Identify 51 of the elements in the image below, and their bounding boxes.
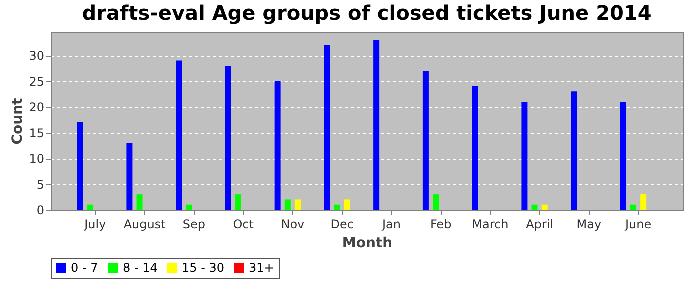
y-tick-label: 20 [29, 100, 44, 115]
bar [186, 204, 192, 210]
y-tick-label: 5 [36, 178, 44, 192]
bar [236, 194, 242, 210]
x-tick-label: May [576, 218, 602, 232]
bar [225, 66, 232, 210]
x-tick-label: Nov [281, 218, 305, 232]
y-tick-label: 10 [29, 152, 44, 166]
bar [532, 204, 538, 210]
x-tick-label: March [472, 218, 509, 232]
legend-label: 8 - 14 [123, 261, 158, 275]
x-tick-label: April [526, 218, 554, 232]
bar [522, 102, 528, 210]
x-tick-label: July [84, 218, 106, 232]
legend-label: 15 - 30 [182, 261, 224, 275]
y-tick-label: 15 [29, 126, 44, 140]
bar [542, 204, 548, 210]
bar [334, 204, 340, 210]
x-tick-label: Sep [182, 218, 206, 232]
bar [324, 45, 330, 210]
y-tick-label: 30 [29, 49, 44, 64]
chart-title: drafts-eval Age groups of closed tickets June 2014 [82, 1, 652, 25]
y-tick-label: 0 [36, 204, 44, 218]
bar [472, 86, 478, 210]
bar [640, 194, 647, 210]
x-tick-label: August [124, 218, 166, 232]
bar [433, 194, 440, 210]
y-tick-label: 25 [29, 74, 44, 89]
bar [136, 194, 143, 210]
x-tick-label: Jan [381, 218, 401, 232]
bar [620, 102, 626, 210]
bar [294, 200, 301, 210]
bar [87, 204, 94, 210]
bar [374, 40, 380, 210]
legend-label: 31+ [249, 261, 274, 275]
y-axis-title: Count [10, 98, 26, 145]
x-tick-label: Dec [330, 218, 354, 232]
bar [274, 81, 281, 210]
bar [77, 122, 84, 210]
bar [422, 71, 429, 210]
legend-label: 0 - 7 [71, 261, 98, 275]
x-tick-label: June [624, 218, 652, 232]
x-tick-label: Feb [430, 218, 452, 232]
x-axis-title: Month [342, 236, 393, 252]
bar [571, 92, 578, 210]
bar [176, 60, 182, 210]
bar [284, 200, 291, 210]
bar [344, 200, 350, 210]
bar [630, 204, 637, 210]
bar [126, 143, 133, 210]
x-tick-label: Oct [233, 218, 254, 232]
